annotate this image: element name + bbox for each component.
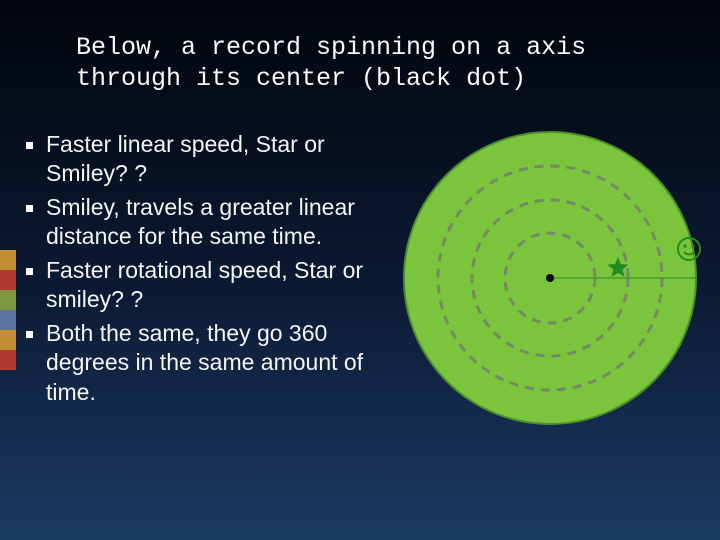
record-diagram [395, 130, 705, 430]
bullet-item: Faster linear speed, Star or Smiley? ? [40, 130, 410, 189]
bullet-item: Smiley, travels a greater linear distanc… [40, 193, 410, 252]
accent-sidebar [0, 250, 16, 370]
bullet-item: Both the same, they go 360 degrees in th… [40, 319, 410, 407]
bullet-item: Faster rotational speed, Star or smiley?… [40, 256, 410, 315]
bullet-list: Faster linear speed, Star or Smiley? ?Sm… [40, 130, 410, 411]
slide-title: Below, a record spinning on a axis throu… [76, 32, 646, 95]
